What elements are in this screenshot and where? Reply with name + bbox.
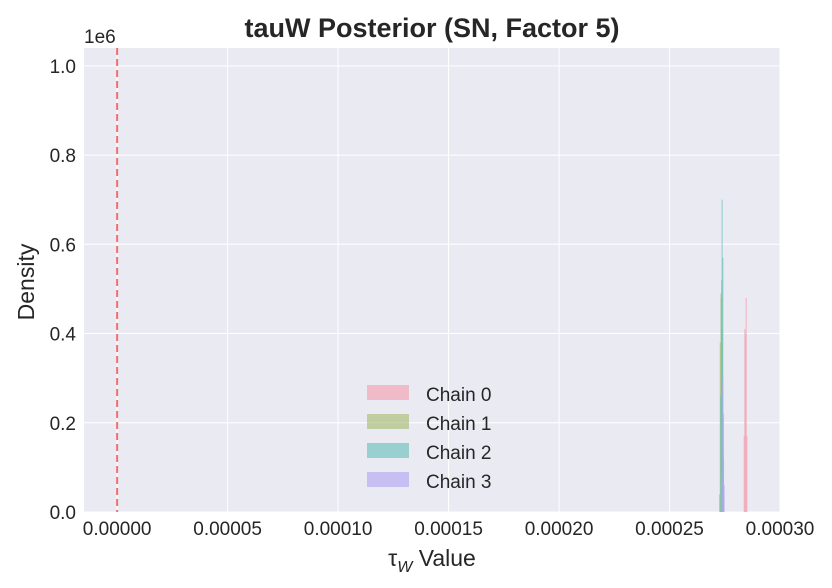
histogram-bars [719,199,748,512]
x-axis-label-subscript: W [397,559,414,576]
x-axis-label-symbol: τ [388,545,397,571]
legend: Chain 0 Chain 1 Chain 2 Chain 3 [367,385,492,493]
legend-label: Chain 1 [426,414,492,435]
histogram-bar [719,494,721,512]
x-tick-label: 0.00005 [193,519,262,540]
x-tick-label: 0.00020 [525,519,594,540]
legend-label: Chain 3 [426,472,492,493]
y-tick-label: 0.0 [50,503,76,524]
y-tick-label: 0.2 [50,414,76,435]
x-tick-label: 0.00015 [414,519,483,540]
legend-swatch [367,414,409,429]
x-tick-label: 0.00030 [746,519,815,540]
x-tick-label: 0.00025 [635,519,704,540]
legend-label: Chain 0 [426,385,492,406]
x-tick-label: 0.00000 [83,519,152,540]
y-tick-label: 0.4 [50,325,77,346]
y-axis-ticks: 0.0 0.2 0.4 0.6 0.8 1.0 [50,57,77,524]
histogram-bar [746,436,748,512]
histogram-bar [722,378,724,512]
x-axis-label-suffix: Value [412,545,476,571]
y-axis-label: Density [13,243,39,320]
histogram-bar [745,297,747,512]
histogram-bar [720,396,722,512]
histogram-bar [744,329,746,512]
x-tick-label: 0.00010 [304,519,373,540]
histogram-bar [721,476,723,512]
y-tick-label: 0.6 [50,235,76,256]
x-axis-label: τW Value [388,545,476,576]
x-axis-ticks: 0.00000 0.00005 0.00010 0.00015 0.00020 0.000… [83,519,815,540]
histogram-bar [722,413,725,512]
legend-swatch [367,443,409,458]
plot-background [84,48,780,512]
histogram-bar [744,333,747,512]
gridlines [84,48,781,513]
histogram-bar [721,199,723,512]
histogram-bar [723,485,725,512]
y-tick-label: 1.0 [50,57,76,78]
histogram-bar [720,297,723,512]
chart-title: tauW Posterior (SN, Factor 5) [244,13,619,43]
legend-swatch [367,385,409,400]
legend-label: Chain 2 [426,443,492,464]
histogram-bar [743,436,745,512]
y-tick-label: 0.8 [50,146,76,167]
y-offset-label: 1e6 [84,27,116,48]
legend-swatch [367,472,409,487]
